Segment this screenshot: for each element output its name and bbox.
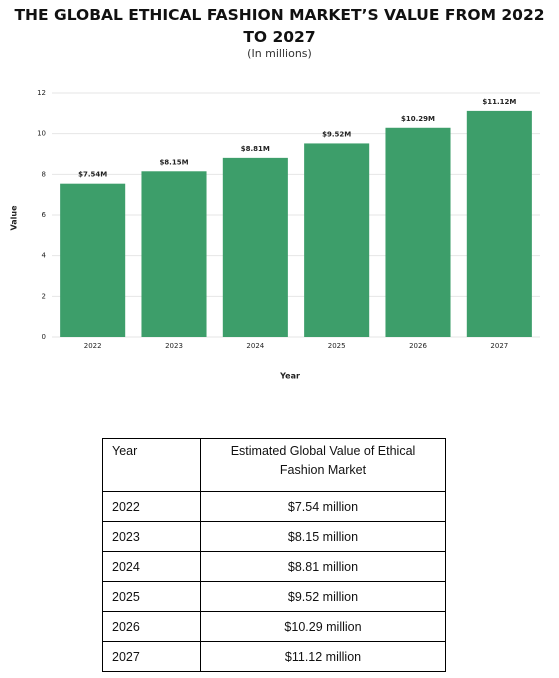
table-row: Year Estimated Global Value of Ethical Fa… <box>102 438 446 492</box>
y-tick-label: 12 <box>37 89 46 97</box>
bar <box>141 171 207 337</box>
bar <box>304 143 370 337</box>
chart: Year Value 0 2 4 6 8 10 12 2022 $7.54M 2023 $8.15M… <box>10 89 540 381</box>
x-tick-label: 2023 <box>165 342 183 350</box>
y-tick-label: 4 <box>42 252 47 260</box>
table-cell: 2026 <box>102 611 201 642</box>
y-tick-label: 2 <box>42 292 46 300</box>
x-tick-label: 2024 <box>246 342 264 350</box>
x-tick-label: 2026 <box>409 342 427 350</box>
data-label: $8.15M <box>159 158 188 166</box>
y-tick-label: 0 <box>42 333 46 341</box>
y-tick-label: 10 <box>37 130 46 138</box>
x-tick-label: 2027 <box>490 342 508 350</box>
bar <box>222 157 288 337</box>
data-label: $9.52M <box>322 130 351 138</box>
table-cell: $9.52 million <box>200 581 446 612</box>
table-cell: Year <box>102 438 201 492</box>
bar <box>385 127 451 338</box>
data-label: $10.29M <box>401 115 435 123</box>
data-label: $8.81M <box>241 145 270 153</box>
table-cell: 2025 <box>102 581 201 612</box>
chart-subtitle: (In millions) <box>247 47 312 60</box>
x-tick-label: 2025 <box>328 342 346 350</box>
table-row: 2025 $9.52 million <box>102 581 446 612</box>
table-row: 2022 $7.54 million <box>102 491 446 522</box>
bar <box>60 183 126 337</box>
table-cell: 2024 <box>102 551 201 582</box>
data-label: $7.54M <box>78 171 107 179</box>
y-tick-label: 8 <box>42 170 46 178</box>
table-cell: Estimated Global Value of Ethical Fashio… <box>200 438 446 492</box>
y-tick-label: 6 <box>42 211 47 219</box>
table-cell: 2023 <box>102 521 201 552</box>
x-axis-label: Year <box>279 372 300 381</box>
y-axis-label: Value <box>10 205 19 231</box>
table-row: 2026 $10.29 million <box>102 611 446 642</box>
table-cell: $8.81 million <box>200 551 446 582</box>
data-table: Year Estimated Global Value of Ethical Fa… <box>102 438 446 672</box>
table-row: 2027 $11.12 million <box>102 641 446 672</box>
table-cell: 2027 <box>102 641 201 672</box>
data-label: $11.12M <box>482 98 516 106</box>
table-cell: $11.12 million <box>200 641 446 672</box>
table-cell: $10.29 million <box>200 611 446 642</box>
bar <box>466 110 532 337</box>
table-row: 2024 $8.81 million <box>102 551 446 582</box>
chart-title: THE GLOBAL ETHICAL FASHION MARKET’S VALU… <box>14 6 545 46</box>
table-cell: 2022 <box>102 491 201 522</box>
table-cell: $8.15 million <box>200 521 446 552</box>
x-tick-label: 2022 <box>84 342 102 350</box>
table-row: 2023 $8.15 million <box>102 521 446 552</box>
table-cell: $7.54 million <box>200 491 446 522</box>
